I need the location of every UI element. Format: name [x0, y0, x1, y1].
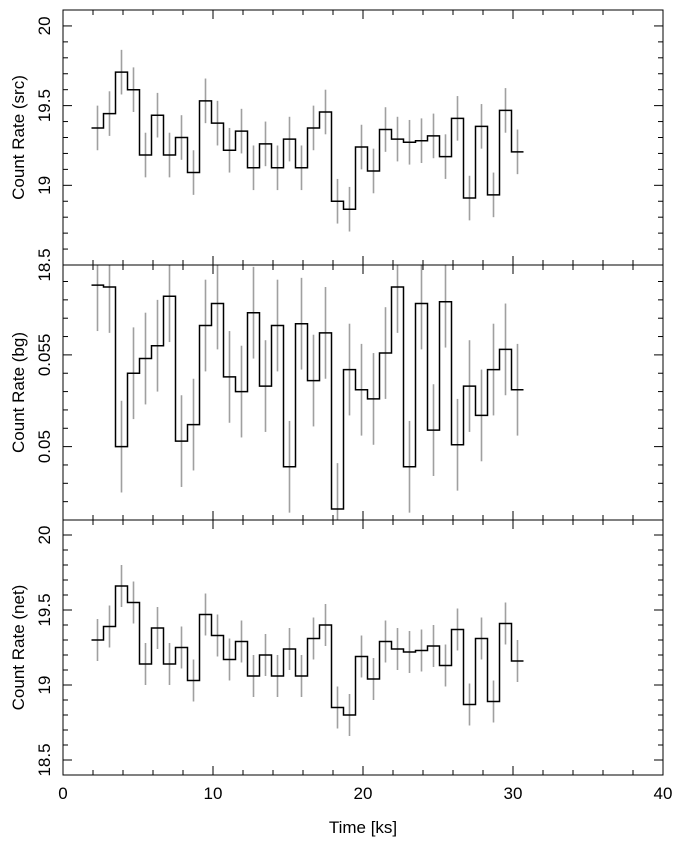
x-tick-label: 30	[504, 784, 523, 803]
x-axis-label: Time [ks]	[329, 818, 397, 837]
light-curve-series	[91, 71, 524, 210]
y-tick-label: 19.5	[35, 89, 54, 122]
x-tick-label: 10	[204, 784, 223, 803]
light-curve-series	[91, 585, 524, 716]
panel-frame	[62, 264, 664, 521]
light-curve-series	[91, 284, 524, 510]
panel-1: 0.05 0.055 Count Rate (bg)	[9, 264, 664, 521]
y-tick-label: 18.5	[35, 743, 54, 776]
y-axis-label: Count Rate (net)	[9, 585, 28, 711]
error-bars	[96, 265, 519, 520]
x-tick-label: 20	[354, 784, 373, 803]
panel-frame	[62, 519, 664, 776]
y-tick-label: 0.05	[35, 430, 54, 463]
y-tick-label: 20	[35, 16, 54, 35]
y-tick-label: 19	[35, 176, 54, 195]
x-tick-label: 0	[58, 784, 67, 803]
panel-2: 18.5 19 19.5 20 Count Rate (net)	[9, 519, 664, 777]
panel-frame	[62, 9, 664, 266]
y-tick-label: 18.5	[35, 248, 54, 281]
y-axis-label: Count Rate (bg)	[9, 332, 28, 453]
y-tick-label: 19.5	[35, 593, 54, 626]
y-tick-label: 20	[35, 526, 54, 545]
panel-0: 18.5 19 19.5 20 Count Rate (src)	[9, 9, 664, 282]
x-tick-label: 40	[654, 784, 673, 803]
y-axis-label: Count Rate (src)	[9, 75, 28, 200]
y-tick-label: 0.055	[35, 334, 54, 377]
y-tick-label: 19	[35, 676, 54, 695]
